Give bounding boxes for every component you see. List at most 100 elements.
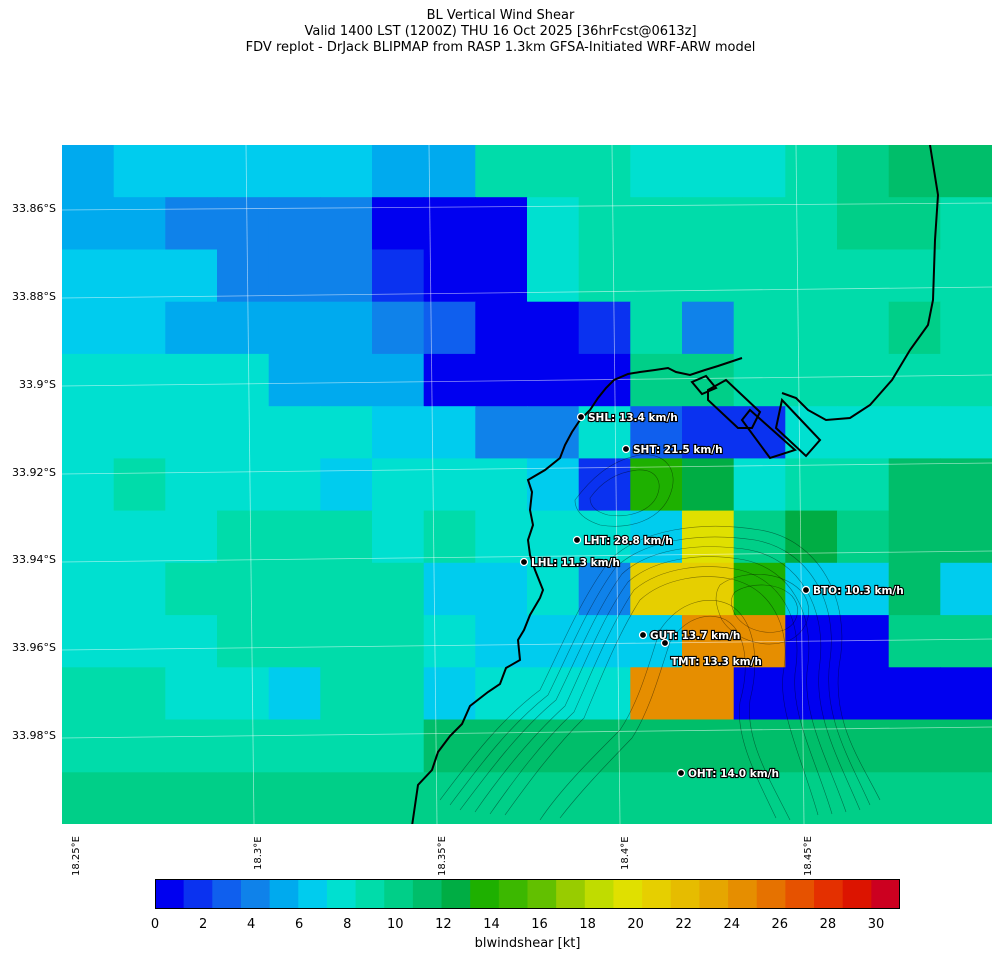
grid-cell (682, 406, 735, 459)
colorbar-swatch (155, 879, 185, 909)
grid-cell (423, 719, 476, 773)
grid-cell (578, 458, 631, 512)
grid-cell (888, 406, 941, 459)
grid-cell (940, 353, 992, 407)
grid-cell (578, 719, 631, 773)
colorbar-tick-label: 12 (435, 917, 452, 932)
grid-cell (372, 197, 425, 250)
colorbar-tick-label: 24 (723, 917, 741, 932)
colorbar-tick-label: 4 (246, 917, 256, 932)
grid-cell (940, 145, 992, 198)
grid-cell (62, 510, 115, 564)
grid-cell (423, 353, 476, 407)
colorbar-swatch (183, 879, 213, 909)
grid-cell (527, 719, 580, 773)
grid-cell (113, 615, 166, 668)
grid-cell (217, 249, 270, 303)
grid-cell (475, 145, 528, 198)
colorbar-swatch (298, 879, 328, 909)
colorbar-swatch (326, 879, 357, 909)
grid-cell (785, 249, 838, 303)
grid-cell (165, 197, 218, 250)
grid-cell (888, 510, 941, 564)
colorbar-swatch (269, 879, 299, 909)
colorbar-tick-label: 0 (150, 917, 160, 932)
grid-cell (423, 510, 476, 564)
colorbar-swatch (871, 879, 900, 909)
shear-grid-cells (62, 145, 992, 824)
grid-cell (62, 667, 115, 721)
colorbar-swatch (384, 879, 414, 909)
grid-cell (268, 353, 321, 407)
grid-cell (113, 406, 166, 459)
grid-cell (268, 510, 321, 564)
grid-cell (320, 510, 373, 564)
grid-cell (682, 562, 735, 616)
grid-cell (630, 406, 683, 459)
colorbar-tick-label: 30 (867, 917, 885, 932)
grid-cell (62, 719, 115, 773)
grid-cell (630, 615, 683, 668)
grid-cell (113, 510, 166, 564)
grid-cell (888, 615, 941, 668)
terrain-contours (439, 454, 881, 821)
grid-cell (165, 719, 218, 773)
grid-cell (372, 301, 425, 355)
grid-cell (837, 249, 890, 303)
grid-cell (837, 562, 890, 616)
grid-cell (682, 615, 735, 668)
grid-cell (165, 249, 218, 303)
grid-cell (165, 562, 218, 616)
grid-cell (372, 510, 425, 564)
grid-cell (62, 615, 115, 668)
grid-cell (682, 197, 735, 250)
grid-cell (268, 667, 321, 721)
grid-cell (578, 301, 631, 355)
grid-cell (62, 406, 115, 459)
grid-cell (630, 353, 683, 407)
grid-cell (888, 562, 941, 616)
grid-cell (217, 615, 270, 668)
colorbar-swatch (412, 879, 443, 909)
grid-cell (940, 615, 992, 668)
lat-label-33-90: 33.9°S (19, 378, 56, 391)
grid-cell (113, 458, 166, 512)
colorbar-label: blwindshear [kt] (474, 936, 581, 951)
station-dot (801, 585, 811, 595)
grid-cell (475, 458, 528, 512)
lon-label-18-40: 18.4°E (620, 836, 631, 870)
grid-cell (320, 458, 373, 512)
station-dot (621, 444, 631, 454)
lat-label-33-96: 33.96°S (12, 641, 56, 654)
colorbar-tick-label: 22 (675, 917, 692, 932)
station-sht: SHT: 21.5 km/h (621, 443, 724, 457)
grid-cell (165, 353, 218, 407)
grid-cell (268, 562, 321, 616)
grid-cell (733, 353, 786, 407)
grid-cell (165, 301, 218, 355)
grid-cell (837, 510, 890, 564)
grid-cell (733, 510, 786, 564)
graticule (62, 145, 992, 824)
grid-cell (527, 615, 580, 668)
lon-label-18-35: 18.35°E (437, 836, 448, 876)
grid-cell (578, 249, 631, 303)
grid-cell (578, 562, 631, 616)
lon-label-18-25: 18.25°E (71, 836, 82, 876)
grid-cell (940, 510, 992, 564)
map-title: BL Vertical Wind Shear (426, 8, 575, 23)
grid-cell (527, 145, 580, 198)
grid-cell (217, 197, 270, 250)
grid-cell (113, 197, 166, 250)
grid-cell (940, 301, 992, 355)
station-dot (572, 535, 582, 545)
grid-cell (423, 458, 476, 512)
grid-cell (527, 458, 580, 512)
grid-cell (320, 301, 373, 355)
station-shl: SHL: 13.4 km/h (576, 411, 679, 425)
colorbar-tick-label: 26 (771, 917, 789, 932)
station-dot (676, 768, 686, 778)
colorbar-swatch (470, 879, 500, 909)
grid-cell (62, 458, 115, 512)
colorbar-tick-label: 18 (579, 917, 596, 932)
